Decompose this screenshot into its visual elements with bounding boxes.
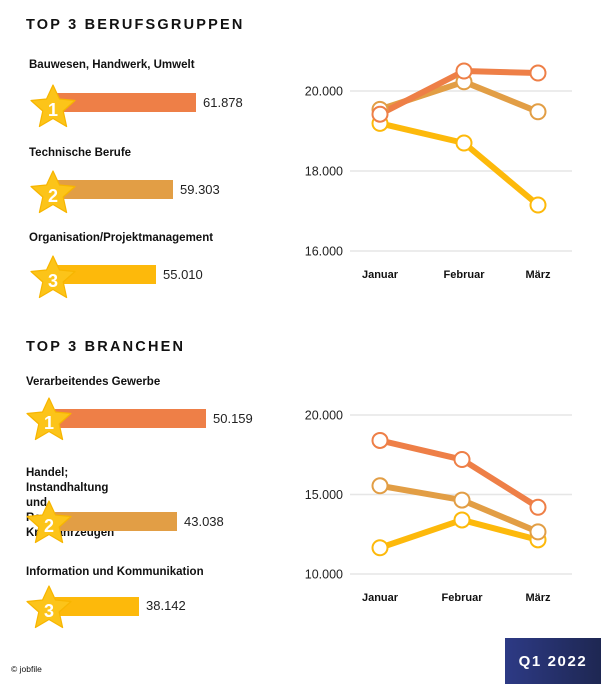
y-tick-label: 20.000 — [305, 85, 343, 99]
data-point-marker — [455, 134, 473, 152]
data-point-marker — [453, 491, 471, 509]
ranking-value: 59.303 — [180, 182, 220, 197]
x-tick-label: Januar — [362, 269, 399, 281]
period-badge-label: Q1 2022 — [518, 652, 588, 670]
star-rank-icon: 3 — [30, 255, 76, 301]
ranking-value: 38.142 — [146, 598, 186, 613]
svg-text:1: 1 — [48, 100, 58, 120]
svg-text:3: 3 — [48, 271, 58, 291]
star-icon: 1 — [26, 397, 72, 441]
data-point-marker — [529, 196, 547, 214]
category-label: Bauwesen, Handwerk, Umwelt — [29, 59, 195, 71]
star-icon: 3 — [30, 255, 76, 299]
line-chart-branchen: 10.000 15.000 20.000 Januar Februar März — [290, 390, 590, 610]
star-rank-icon: 2 — [26, 500, 72, 546]
category-label: Technische Berufe — [29, 147, 132, 159]
star-icon: 3 — [26, 585, 72, 629]
data-point-marker — [371, 105, 389, 123]
category-label: Organisation/Projektmanagement — [29, 232, 214, 244]
svg-text:2: 2 — [44, 516, 54, 536]
svg-text:1: 1 — [44, 413, 54, 433]
section-title-branchen: TOP 3 BRANCHEN — [26, 339, 186, 355]
data-point-marker — [529, 103, 547, 121]
ranking-value: 55.010 — [163, 267, 203, 282]
line-chart-berufsgruppen: 16.000 18.000 20.000 Januar Februar März — [290, 55, 590, 281]
line-chart-svg: 16.000 18.000 20.000 Januar Februar März — [305, 62, 572, 281]
data-point-marker — [529, 64, 547, 82]
ranking-bar — [55, 180, 173, 199]
x-tick-label: Februar — [442, 592, 484, 604]
ranking-bar — [55, 265, 156, 284]
series-line — [377, 120, 541, 208]
category-label: Information und Kommunikation — [26, 566, 204, 578]
star-icon: 2 — [30, 170, 76, 214]
data-point-marker — [453, 511, 471, 529]
y-tick-label: 18.000 — [305, 165, 343, 179]
data-point-marker — [529, 498, 547, 516]
y-tick-label: 16.000 — [305, 245, 343, 259]
category-label: Verarbeitendes Gewerbe — [26, 376, 161, 388]
data-point-marker — [455, 62, 473, 80]
star-rank-icon: 1 — [26, 397, 72, 443]
ranking-bar — [55, 512, 177, 531]
y-tick-label: 10.000 — [305, 568, 343, 582]
star-rank-icon: 2 — [30, 170, 76, 216]
star-icon: 2 — [26, 500, 72, 544]
period-badge: Q1 2022 — [505, 638, 601, 684]
ranking-bar — [55, 409, 206, 428]
svg-text:3: 3 — [44, 601, 54, 621]
data-point-marker — [453, 451, 471, 469]
section-title-berufsgruppen: TOP 3 BERUFSGRUPPEN — [26, 17, 245, 33]
svg-text:2: 2 — [48, 186, 58, 206]
line-chart-svg: 10.000 15.000 20.000 Januar Februar März — [305, 409, 572, 604]
copyright-text: © jobfile — [11, 664, 42, 674]
ranking-bar — [55, 93, 196, 112]
star-rank-icon: 1 — [30, 84, 76, 130]
x-tick-label: Januar — [362, 592, 399, 604]
y-tick-label: 15.000 — [305, 488, 343, 502]
ranking-value: 61.878 — [203, 95, 243, 110]
star-rank-icon: 3 — [26, 585, 72, 631]
y-tick-label: 20.000 — [305, 409, 343, 423]
ranking-value: 50.159 — [213, 411, 253, 426]
star-icon: 1 — [30, 84, 76, 128]
ranking-bar — [55, 597, 139, 616]
x-tick-label: Februar — [444, 269, 486, 281]
data-point-marker — [371, 477, 389, 495]
ranking-value: 43.038 — [184, 514, 224, 529]
x-tick-label: März — [525, 592, 551, 604]
data-point-marker — [529, 523, 547, 541]
x-tick-label: März — [525, 269, 551, 281]
data-point-marker — [371, 431, 389, 449]
data-point-marker — [371, 539, 389, 557]
